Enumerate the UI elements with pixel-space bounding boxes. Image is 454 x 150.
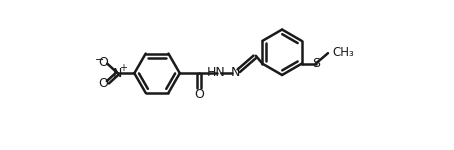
Text: N: N	[113, 67, 123, 80]
Text: CH₃: CH₃	[333, 46, 355, 59]
Text: N: N	[231, 66, 241, 79]
Text: O: O	[99, 56, 108, 69]
Text: O: O	[99, 77, 108, 90]
Text: HN: HN	[207, 66, 226, 79]
Text: +: +	[118, 63, 127, 73]
Text: O: O	[194, 88, 204, 101]
Text: S: S	[312, 57, 320, 70]
Text: −: −	[95, 55, 104, 65]
